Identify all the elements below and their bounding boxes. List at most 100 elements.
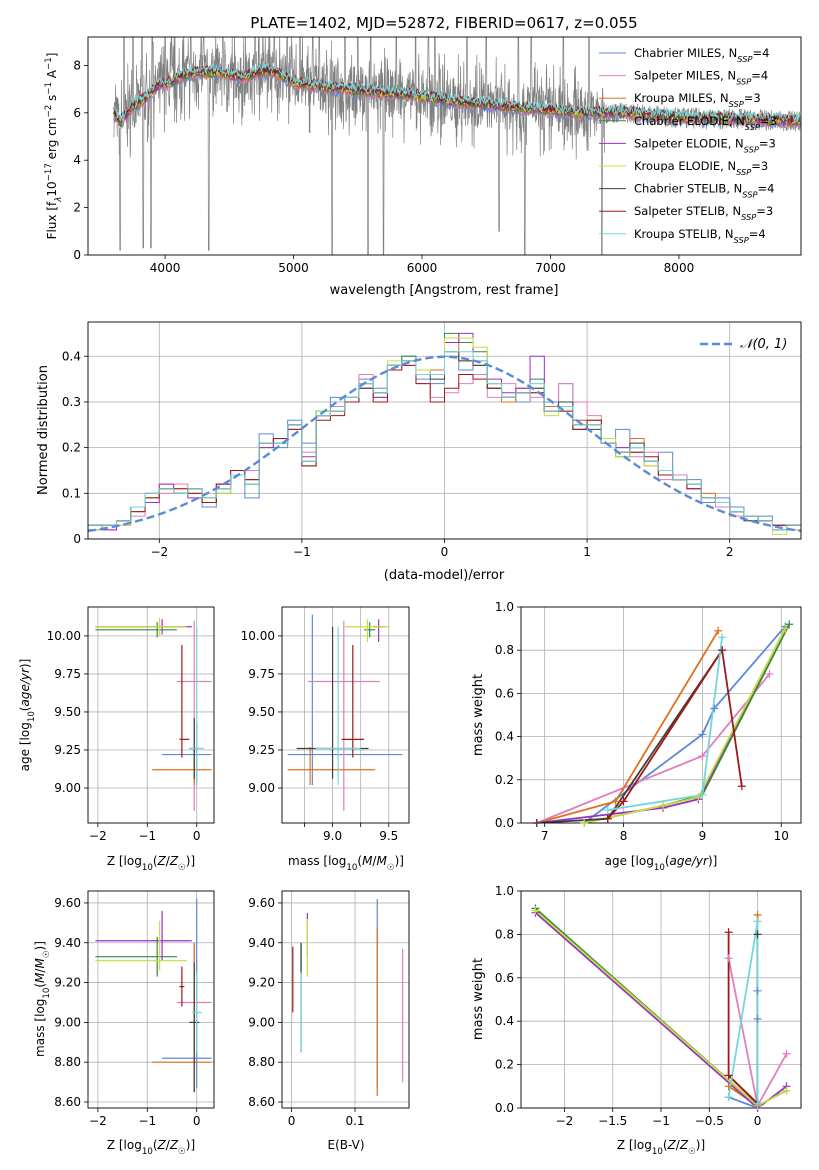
y-tick-label: 9.75: [54, 667, 81, 681]
label-part: Z [log: [617, 1138, 652, 1152]
axes-frame: [87, 890, 215, 1109]
marker-salpeter_miles: [698, 752, 707, 761]
legend-entry: Kroupa ELODIE, NSSP=3: [634, 159, 768, 177]
label-part: Z [log: [107, 854, 142, 868]
histogram-kroupa_stelib: [88, 351, 801, 539]
y-tick-label: 9.40: [54, 936, 81, 950]
label-part: SSP: [734, 235, 749, 245]
label-part: ☉: [178, 863, 186, 873]
x-tick-label: 0: [193, 1114, 201, 1128]
x-tick-label: 9.0: [323, 829, 342, 843]
label-part: age/yr: [18, 667, 32, 706]
label-part: ☉: [42, 950, 52, 958]
label-part: =3: [759, 136, 776, 150]
marker-kroupa_miles: [714, 626, 723, 635]
legend-entry: Salpeter ELODIE, NSSP=3: [634, 136, 776, 154]
y-tick-label: 0.3: [62, 395, 81, 409]
label-part: 10: [142, 1147, 153, 1157]
label-part: SSP: [741, 212, 756, 222]
label-part: ☉: [178, 1147, 186, 1157]
y-tick-label: 8.60: [248, 1095, 275, 1109]
label-part: =3: [760, 114, 777, 128]
label-part: SSP: [736, 77, 751, 87]
label-part: 10: [42, 988, 52, 999]
label-part: )]: [186, 1138, 195, 1152]
label-part: Chabrier ELODIE, N: [634, 114, 745, 128]
y-tick-label: 8.80: [248, 1055, 275, 1069]
massZ-ylabel: mass [log10(M/M☉)]: [33, 941, 52, 1057]
marker-kroupa_elodie: [781, 624, 790, 633]
legend-normal-label: 𝒩(0, 1): [740, 337, 787, 352]
line-salpeter_stelib: [727, 932, 759, 1105]
marker-kroupa_elodie: [782, 1086, 791, 1095]
plot-area-age_vs_mass: [287, 614, 403, 811]
figure-title: PLATE=1402, MJD=52872, FIBERID=0617, z=0…: [250, 14, 637, 32]
marker-kroupa_stelib: [753, 917, 762, 926]
x-tick-label: 5000: [278, 261, 309, 275]
label-part: (: [18, 706, 32, 711]
label-part: SSP: [736, 167, 751, 177]
label-part: ]: [45, 53, 59, 58]
marker-chabrier_miles: [698, 730, 707, 739]
label-part: Z: [169, 854, 179, 868]
label-part: age [log: [18, 722, 32, 771]
y-tick-label: 0.6: [495, 686, 514, 700]
axes-frame: [520, 890, 802, 1109]
y-tick-label: 9.25: [54, 743, 81, 757]
label-part: =3: [751, 159, 768, 173]
label-part: SSP: [744, 144, 759, 154]
label-part: s: [45, 95, 59, 105]
y-tick-label: 4: [73, 153, 81, 167]
label-part: (: [153, 1138, 158, 1152]
x-tick-label: −2: [150, 545, 168, 559]
y-tick-label: 0: [73, 248, 81, 262]
label-part: λ: [54, 197, 64, 203]
line-chabrier_elodie: [583, 623, 791, 823]
marker-salpeter_miles: [724, 954, 733, 963]
massZ-xlabel: Z [log10(Z/Z☉)]: [107, 1138, 195, 1157]
y-tick-label: 9.40: [248, 936, 275, 950]
label-part: =3: [756, 204, 773, 218]
legend-entry: Kroupa STELIB, NSSP=4: [634, 227, 766, 245]
label-part: =4: [749, 227, 766, 241]
x-tick-label: 4000: [150, 261, 181, 275]
x-tick-label: 1: [583, 545, 591, 559]
y-tick-label: 9.20: [248, 976, 275, 990]
marker-chabrier_stelib: [532, 819, 541, 827]
x-tick-label: −2: [89, 829, 107, 843]
label-part: 10: [346, 863, 357, 873]
histogram-ylabel: Normed distribution: [36, 365, 51, 495]
label-part: Z [log: [107, 1138, 142, 1152]
x-tick-label: 0: [441, 545, 449, 559]
label-part: −1: [44, 57, 54, 70]
label-part: M: [376, 854, 387, 868]
y-tick-label: 8.80: [54, 1055, 81, 1069]
marker-salpeter_stelib: [724, 928, 733, 937]
y-tick-label: 9.60: [248, 896, 275, 910]
marker-salpeter_miles: [765, 669, 774, 678]
histogram-xlabel: (data-model)/error: [384, 568, 505, 583]
label-part: −2: [44, 105, 54, 118]
label-part: /: [166, 854, 171, 868]
label-part: (: [33, 983, 47, 988]
marker-salpeter_stelib: [724, 1071, 733, 1080]
y-tick-label: 0.4: [495, 730, 514, 744]
label-part: SSP: [745, 122, 760, 132]
label-part: =4: [757, 182, 774, 196]
label-part: ☉: [387, 863, 395, 873]
label-part: Z: [169, 1138, 179, 1152]
label-part: Z: [679, 1138, 689, 1152]
label-part: Flux [f: [45, 201, 59, 239]
y-tick-label: 9.50: [54, 705, 81, 719]
axes-frame: [87, 36, 802, 256]
axes-frame: [87, 606, 215, 824]
plot-area-mass_vs_EBV: [292, 898, 404, 1097]
label-part: Kroupa ELODIE, N: [634, 159, 736, 173]
marker-chabrier_miles: [753, 986, 762, 995]
x-tick-label: 8000: [664, 261, 695, 275]
line-chabrier_miles: [583, 625, 786, 823]
y-tick-label: 9.20: [54, 976, 81, 990]
spectrum-xlabel: wavelength [Angstrom, rest frame]: [330, 283, 559, 298]
